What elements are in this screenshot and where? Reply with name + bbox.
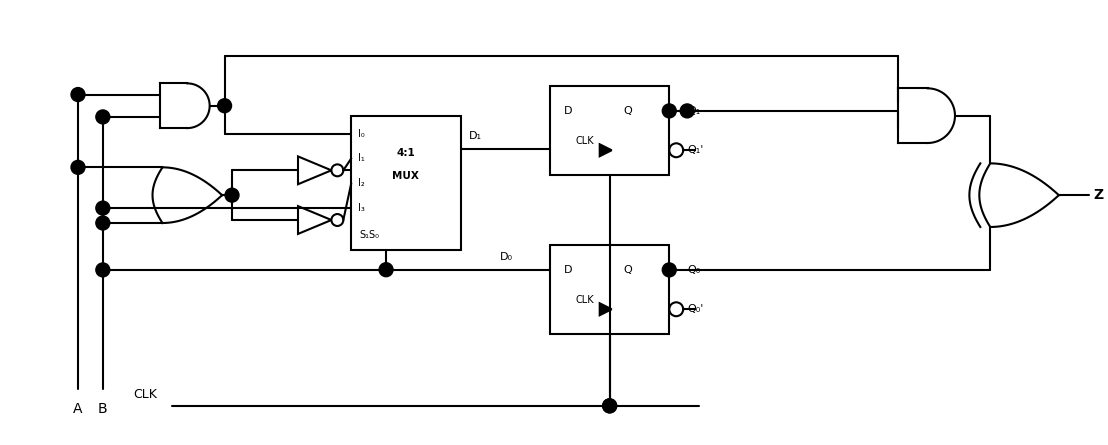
Text: Z: Z (1094, 188, 1104, 202)
Bar (550, 86, 669, 175)
Text: D: D (564, 265, 572, 275)
Text: MUX: MUX (392, 171, 419, 181)
Text: Q: Q (623, 265, 632, 275)
Circle shape (96, 216, 110, 230)
Text: CLK: CLK (575, 295, 594, 305)
Circle shape (680, 104, 694, 118)
Text: CLK: CLK (134, 388, 157, 401)
Circle shape (603, 399, 617, 413)
Text: Q₀: Q₀ (687, 265, 700, 275)
Circle shape (379, 263, 393, 277)
Text: 4:1: 4:1 (397, 148, 416, 158)
Text: D: D (564, 106, 572, 116)
Circle shape (71, 88, 85, 101)
Circle shape (225, 188, 239, 202)
Text: Q₁': Q₁' (687, 145, 704, 155)
Circle shape (217, 99, 232, 113)
Circle shape (96, 110, 110, 124)
Text: I₃: I₃ (358, 203, 366, 213)
Polygon shape (599, 303, 612, 315)
Circle shape (663, 104, 676, 118)
Text: Q₀': Q₀' (687, 304, 704, 314)
Circle shape (663, 263, 676, 277)
Text: A: A (73, 402, 83, 416)
Text: I₂: I₂ (358, 178, 365, 188)
Text: I₁: I₁ (358, 154, 365, 163)
Text: D₁: D₁ (469, 131, 482, 141)
Text: D₀: D₀ (501, 252, 513, 262)
Polygon shape (599, 144, 612, 156)
Circle shape (96, 263, 110, 277)
Bar (550, 245, 669, 334)
Text: S₁S₀: S₁S₀ (359, 230, 379, 240)
Text: CLK: CLK (575, 136, 594, 146)
Text: Q: Q (623, 106, 632, 116)
Bar (351, 116, 461, 250)
Text: B: B (98, 402, 107, 416)
Circle shape (96, 201, 110, 215)
Circle shape (603, 399, 617, 413)
Circle shape (71, 160, 85, 174)
Text: Q₁: Q₁ (687, 106, 700, 116)
Text: I₀: I₀ (358, 129, 365, 138)
